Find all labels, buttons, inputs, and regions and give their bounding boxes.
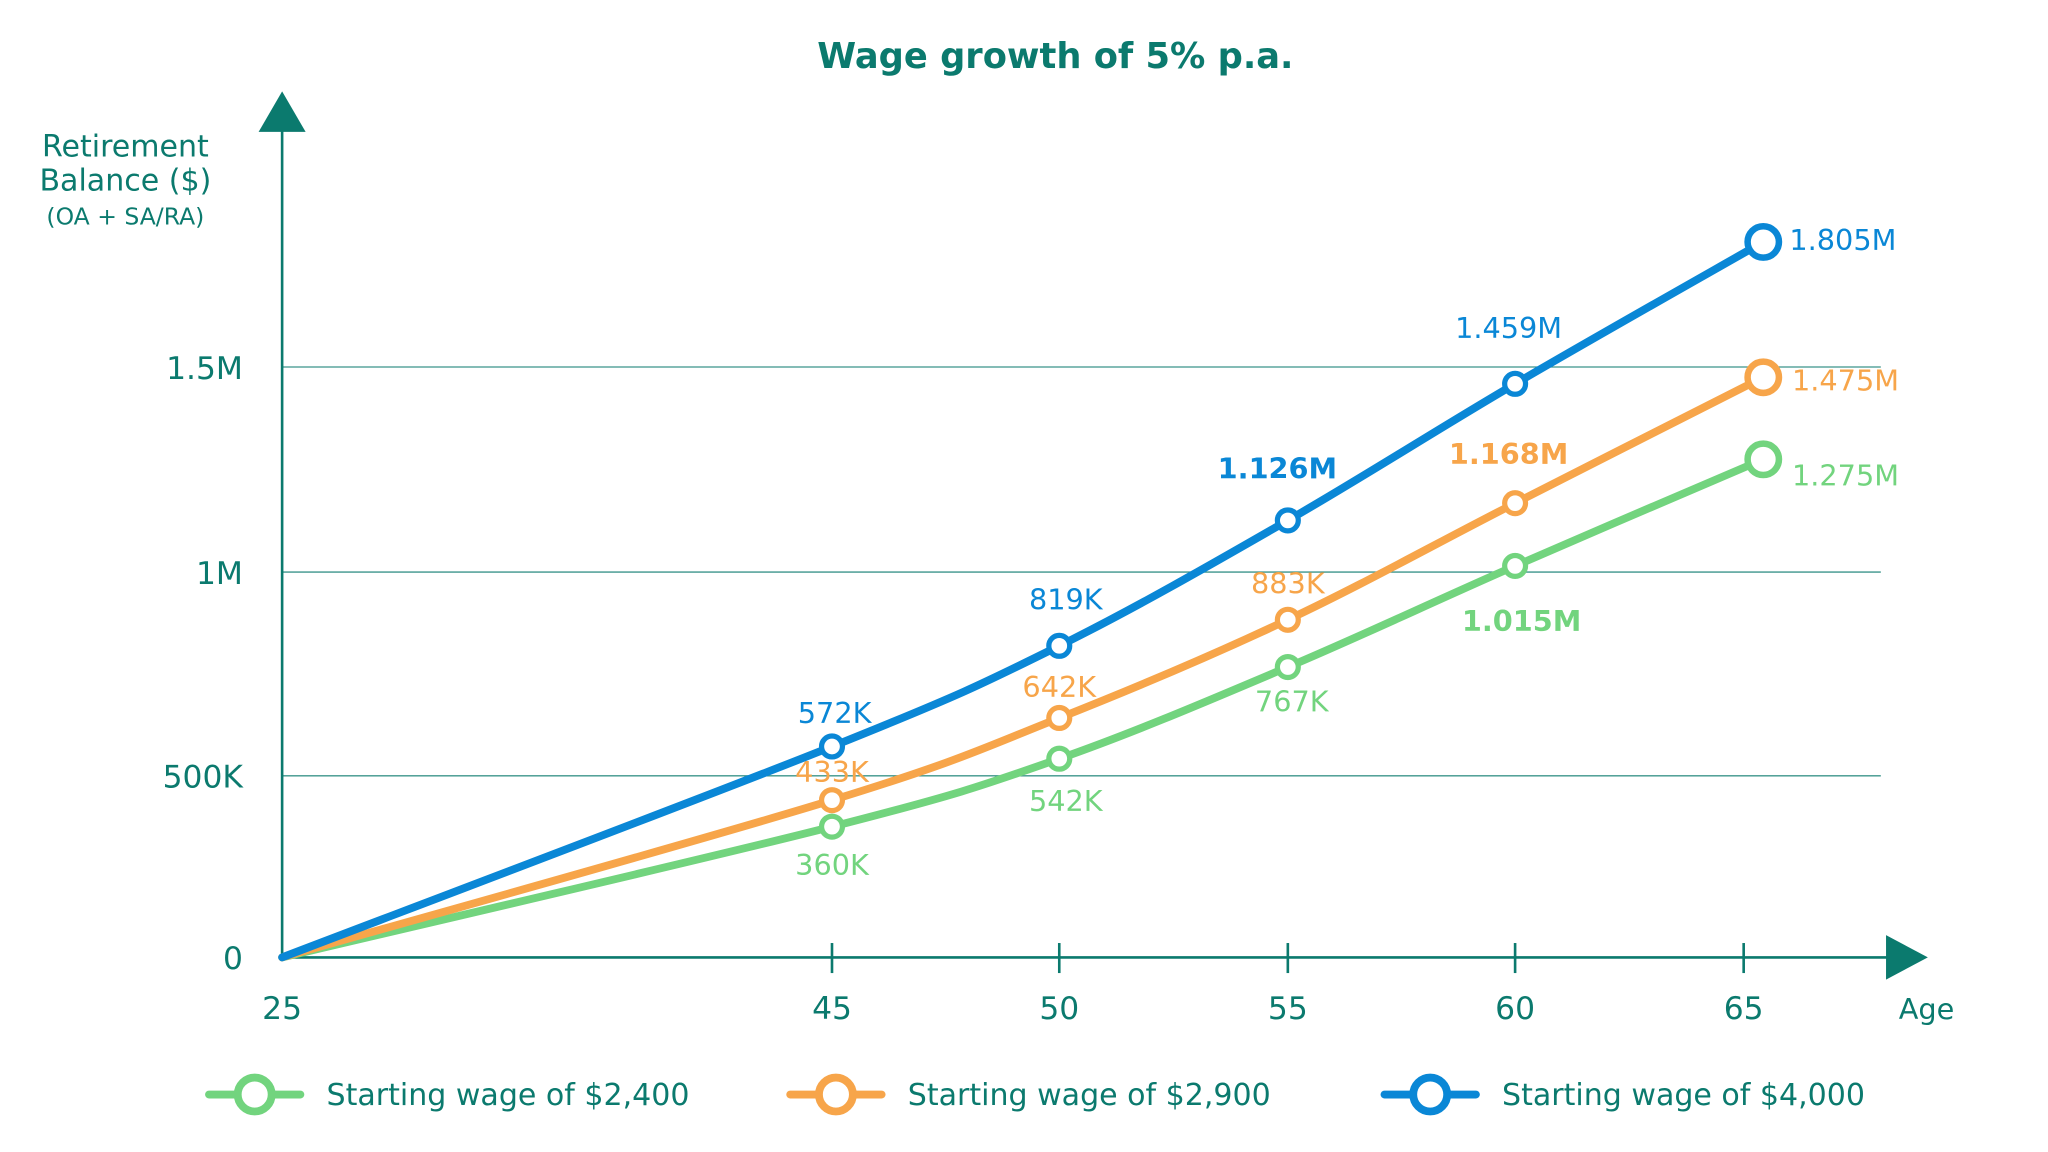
legend-marker xyxy=(233,1073,276,1116)
series-line xyxy=(278,238,1768,962)
data-label: 1.126M xyxy=(1218,452,1337,486)
y-tick-label: 1.5M xyxy=(166,351,243,387)
data-label: 1.015M xyxy=(1462,604,1581,638)
data-label: 819K xyxy=(1029,582,1104,616)
data-point xyxy=(1046,632,1073,659)
legend-item-2: Starting wage of $2,900 xyxy=(786,1073,1271,1116)
series-line xyxy=(278,455,1768,962)
data-point xyxy=(1502,490,1529,517)
data-point xyxy=(1274,653,1301,681)
y-tick-label: 500K xyxy=(163,760,245,796)
data-point xyxy=(1274,507,1301,534)
data-label: 360K xyxy=(795,848,870,882)
x-tick-label: 45 xyxy=(812,991,852,1027)
x-axis-label: Age xyxy=(1899,992,1955,1026)
y-axis-label-line3: (OA + SA/RA) xyxy=(46,203,204,231)
y-axis-arrow xyxy=(258,91,306,132)
data-label: 572K xyxy=(798,696,873,730)
series-line xyxy=(278,373,1768,962)
data-point xyxy=(1046,704,1073,732)
y-tick-label: 1M xyxy=(196,556,243,592)
data-label: 1.275M xyxy=(1792,458,1899,492)
data-label: 433K xyxy=(795,755,870,789)
legend-marker xyxy=(815,1073,857,1116)
data-point xyxy=(1274,606,1301,633)
chart-title: Wage growth of 5% p.a. xyxy=(817,36,1293,77)
data-point xyxy=(1502,552,1529,579)
y-axis-label-line1: Retirement xyxy=(42,130,209,165)
x-tick-label: 55 xyxy=(1268,991,1308,1027)
data-label: 1.168M xyxy=(1449,437,1568,471)
series-2: 433K 642K 883K 1.168M 1.475M xyxy=(278,358,1899,962)
legend-label: Starting wage of $2,900 xyxy=(908,1078,1271,1113)
legend-item-3: Starting wage of $4,000 xyxy=(1380,1073,1865,1116)
x-axis-arrow xyxy=(1886,935,1928,980)
data-label: 1.475M xyxy=(1792,363,1899,397)
data-point xyxy=(1502,370,1529,397)
legend-item-1: Starting wage of $2,400 xyxy=(205,1073,690,1116)
data-point xyxy=(818,733,846,760)
data-point xyxy=(1744,222,1783,261)
series-3: 572K 819K 1.126M 1.459M 1.805M xyxy=(278,222,1896,962)
data-point xyxy=(1046,745,1073,772)
legend-marker xyxy=(1409,1073,1452,1116)
x-tick-label: 25 xyxy=(262,991,302,1027)
data-label: 883K xyxy=(1251,567,1326,601)
x-tick-label: 60 xyxy=(1495,991,1535,1027)
legend-label: Starting wage of $2,400 xyxy=(327,1078,690,1113)
data-label: 642K xyxy=(1022,670,1097,704)
data-point xyxy=(1744,358,1783,397)
data-label: 1.805M xyxy=(1789,223,1896,257)
data-label: 542K xyxy=(1029,784,1104,818)
data-point xyxy=(1744,440,1783,479)
x-tick-label: 50 xyxy=(1039,991,1079,1027)
legend-label: Starting wage of $4,000 xyxy=(1502,1078,1865,1113)
x-tick-label: 65 xyxy=(1724,991,1764,1027)
y-axis-label-line2: Balance ($) xyxy=(39,164,211,199)
data-label: 767K xyxy=(1255,684,1330,718)
series-1: 360K 542K 767K 1.015M 1.275M xyxy=(278,440,1899,962)
data-label: 1.459M xyxy=(1455,311,1562,345)
data-point xyxy=(818,787,846,814)
data-point xyxy=(818,813,846,840)
y-tick-label: 0 xyxy=(223,941,243,977)
